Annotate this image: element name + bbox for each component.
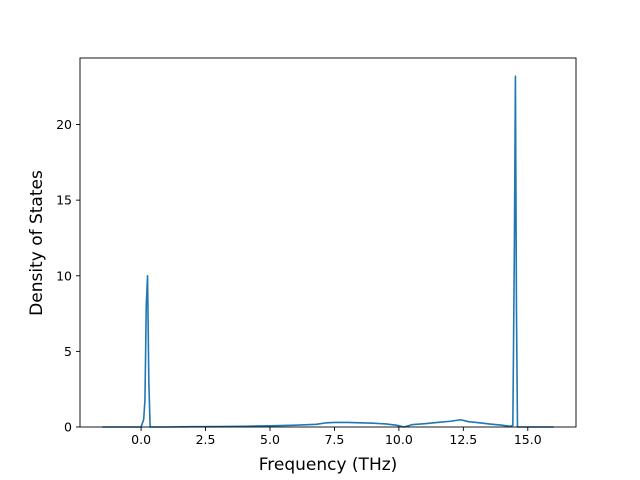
dos-series-line-0 (102, 75, 554, 428)
x-tick-label: 7.5 (324, 432, 344, 447)
x-tick-label: 5.0 (260, 432, 280, 447)
x-tick-label: 10.0 (385, 432, 413, 447)
y-tick-label: 10 (56, 268, 72, 283)
y-tick-label: 5 (64, 344, 72, 359)
y-tick-label: 20 (56, 117, 72, 132)
x-tick-label: 2.5 (196, 432, 216, 447)
x-axis-label: Frequency (THz) (259, 455, 398, 475)
x-axis-ticks: 0.0 2.5 5.0 7.5 10.0 12.5 15.0 (131, 427, 542, 447)
y-axis-ticks: 0 5 10 15 20 (56, 117, 80, 435)
plot-area (79, 57, 577, 428)
x-tick-label: 12.5 (449, 432, 477, 447)
y-tick-label: 0 (64, 420, 72, 435)
y-tick-label: 15 (56, 193, 72, 208)
x-tick-label: 0.0 (131, 432, 151, 447)
x-tick-label: 15.0 (514, 432, 542, 447)
y-axis-label: Density of States (27, 170, 47, 316)
axes-frame (79, 57, 577, 428)
